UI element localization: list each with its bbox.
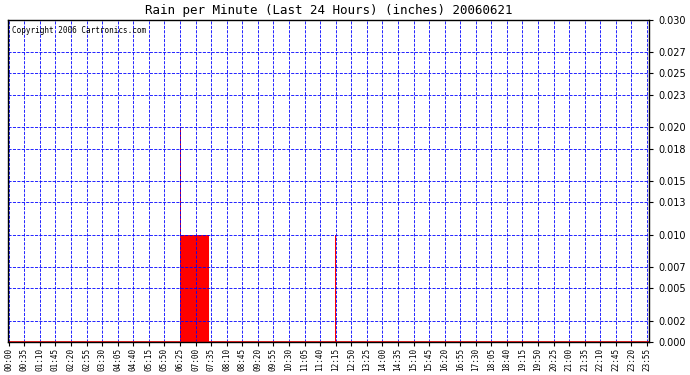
Text: Copyright 2006 Cartronics.com: Copyright 2006 Cartronics.com bbox=[12, 26, 146, 35]
Title: Rain per Minute (Last 24 Hours) (inches) 20060621: Rain per Minute (Last 24 Hours) (inches)… bbox=[145, 4, 513, 17]
